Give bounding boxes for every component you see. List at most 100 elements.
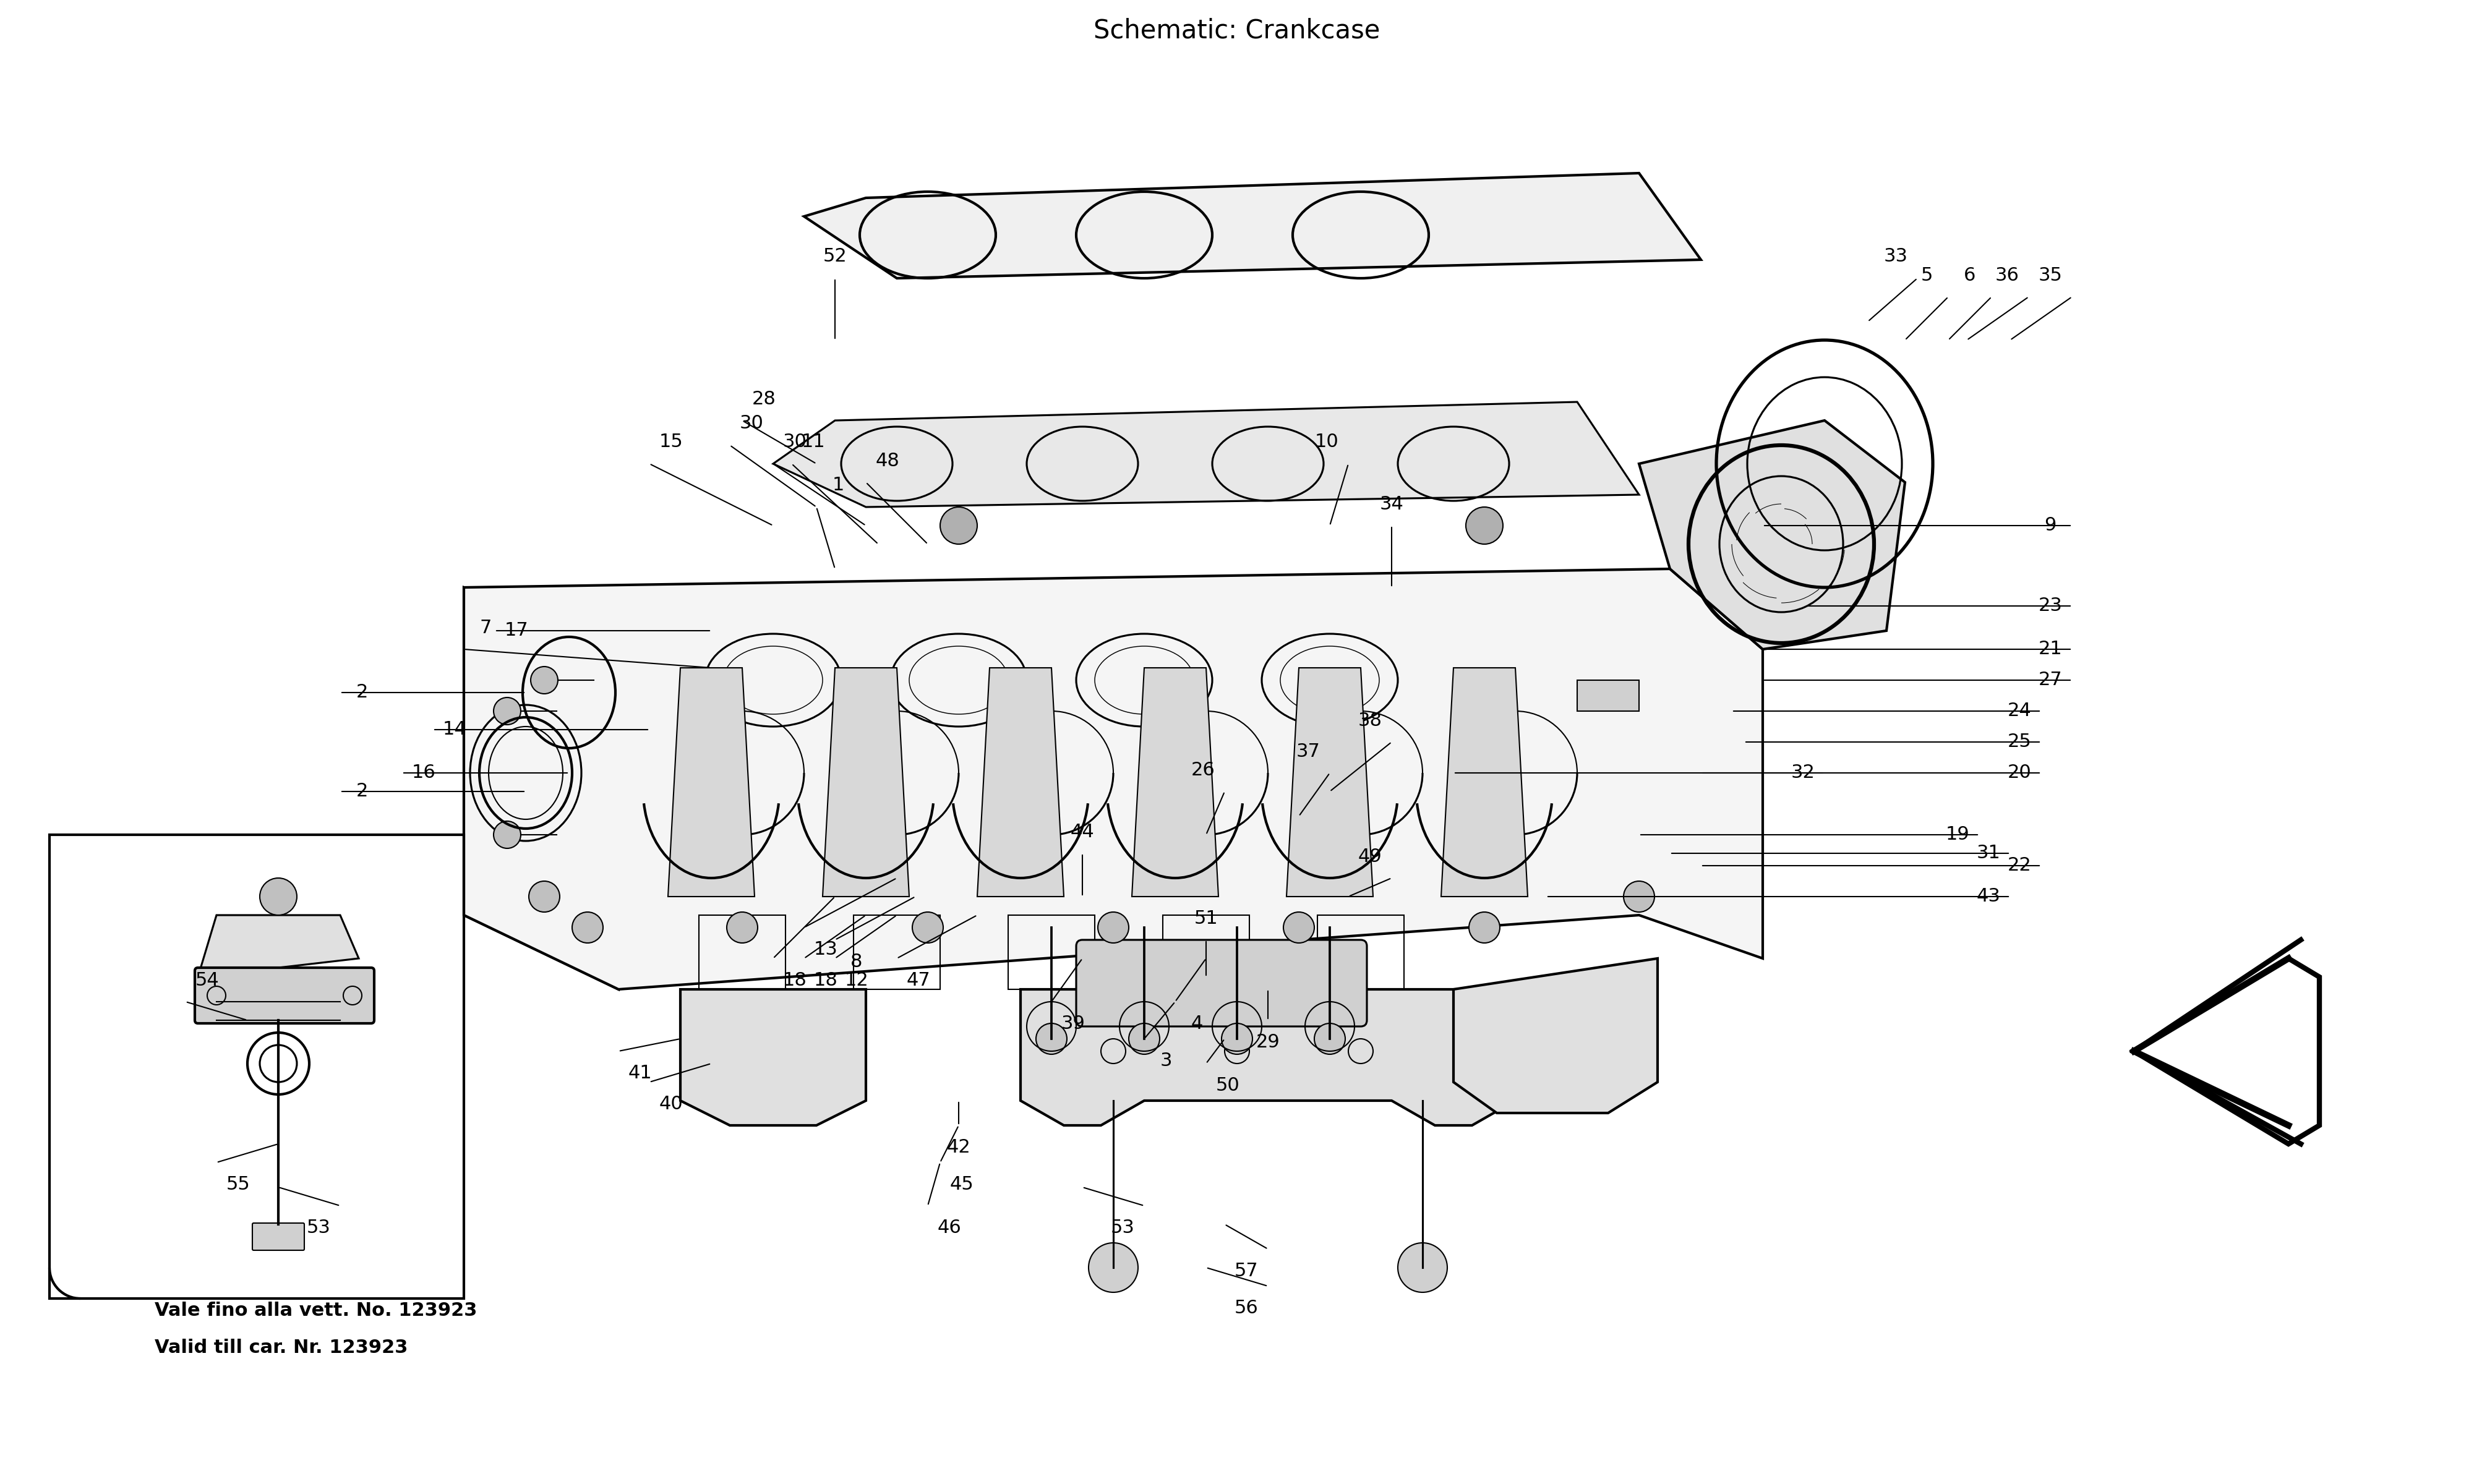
Text: 45: 45 — [950, 1175, 975, 1193]
Circle shape — [492, 697, 520, 724]
Text: 20: 20 — [2006, 764, 2031, 782]
Text: 22: 22 — [2006, 856, 2031, 874]
Text: 9: 9 — [2044, 516, 2056, 534]
Text: 56: 56 — [1235, 1298, 1259, 1316]
Text: 30: 30 — [782, 433, 807, 451]
Text: 32: 32 — [1791, 764, 1816, 782]
Text: 49: 49 — [1358, 847, 1383, 865]
Circle shape — [1398, 1244, 1447, 1293]
Text: 8: 8 — [851, 953, 863, 971]
Text: 5: 5 — [1920, 266, 1932, 283]
Text: 38: 38 — [1358, 711, 1383, 729]
Circle shape — [1128, 1024, 1160, 1054]
Polygon shape — [1455, 959, 1658, 1113]
Circle shape — [940, 508, 977, 545]
Text: 13: 13 — [814, 941, 839, 959]
Text: 41: 41 — [628, 1064, 653, 1082]
FancyBboxPatch shape — [252, 1223, 304, 1250]
Polygon shape — [465, 588, 618, 990]
Circle shape — [1465, 508, 1504, 545]
Circle shape — [529, 666, 559, 693]
Text: 14: 14 — [443, 721, 468, 739]
Text: 29: 29 — [1257, 1033, 1279, 1051]
Polygon shape — [465, 568, 1761, 650]
Text: 12: 12 — [844, 971, 868, 988]
Text: 18: 18 — [814, 971, 839, 988]
Text: 33: 33 — [1883, 248, 1907, 266]
Text: 50: 50 — [1215, 1076, 1239, 1094]
Circle shape — [1222, 1024, 1252, 1054]
Text: 2: 2 — [356, 684, 369, 702]
Text: 35: 35 — [2039, 266, 2063, 283]
Circle shape — [913, 913, 943, 942]
Text: 17: 17 — [505, 622, 529, 640]
Text: 42: 42 — [948, 1138, 970, 1156]
Text: 43: 43 — [1977, 887, 2001, 905]
Circle shape — [1037, 1024, 1066, 1054]
FancyBboxPatch shape — [1076, 939, 1366, 1027]
Text: Valid till car. Nr. 123923: Valid till car. Nr. 123923 — [153, 1339, 408, 1356]
Text: 52: 52 — [824, 248, 846, 266]
Text: 24: 24 — [2006, 702, 2031, 720]
Polygon shape — [772, 402, 1638, 508]
Text: 26: 26 — [1190, 761, 1215, 779]
FancyBboxPatch shape — [195, 968, 374, 1024]
Polygon shape — [1440, 668, 1529, 896]
Polygon shape — [804, 174, 1702, 279]
Text: 47: 47 — [905, 971, 930, 988]
Text: 36: 36 — [1994, 266, 2019, 283]
Text: Vale fino alla vett. No. 123923: Vale fino alla vett. No. 123923 — [153, 1301, 477, 1319]
Text: 21: 21 — [2039, 640, 2063, 659]
Circle shape — [260, 879, 297, 916]
Polygon shape — [680, 990, 866, 1125]
Circle shape — [571, 913, 604, 942]
Text: 25: 25 — [2006, 733, 2031, 751]
Text: 57: 57 — [1235, 1261, 1259, 1279]
Text: 11: 11 — [802, 433, 826, 451]
Text: 10: 10 — [1314, 433, 1338, 451]
Polygon shape — [668, 668, 755, 896]
Text: 39: 39 — [1061, 1015, 1086, 1033]
Text: 46: 46 — [938, 1218, 962, 1236]
Text: 23: 23 — [2039, 597, 2063, 614]
Text: 4: 4 — [1190, 1015, 1202, 1033]
Text: 2: 2 — [356, 782, 369, 800]
Text: 40: 40 — [658, 1095, 683, 1113]
Text: 16: 16 — [411, 764, 435, 782]
Text: 37: 37 — [1296, 742, 1321, 760]
Text: 31: 31 — [1977, 844, 2001, 862]
Circle shape — [727, 913, 757, 942]
Text: 3: 3 — [1160, 1052, 1173, 1070]
Bar — [49, 834, 465, 1298]
Text: 28: 28 — [752, 390, 777, 408]
Polygon shape — [1022, 990, 1514, 1125]
Text: 30: 30 — [740, 414, 764, 432]
Text: 55: 55 — [225, 1175, 250, 1193]
Circle shape — [1623, 881, 1655, 913]
Text: Schematic: Crankcase: Schematic: Crankcase — [1094, 18, 1380, 45]
Circle shape — [1098, 913, 1128, 942]
Text: 1: 1 — [831, 476, 844, 494]
Text: 53: 53 — [307, 1218, 332, 1236]
Circle shape — [529, 881, 559, 913]
Text: 19: 19 — [1945, 825, 1969, 844]
Text: 48: 48 — [876, 451, 901, 469]
Polygon shape — [821, 668, 910, 896]
Polygon shape — [198, 916, 359, 976]
Text: 6: 6 — [1964, 266, 1977, 283]
Text: 53: 53 — [1111, 1218, 1136, 1236]
Circle shape — [492, 821, 520, 849]
Polygon shape — [977, 668, 1064, 896]
Polygon shape — [1638, 420, 1905, 650]
Circle shape — [1470, 913, 1499, 942]
Text: 15: 15 — [658, 433, 683, 451]
Text: 51: 51 — [1195, 910, 1217, 927]
Circle shape — [1314, 1024, 1346, 1054]
Polygon shape — [1578, 680, 1638, 711]
Text: 54: 54 — [195, 971, 220, 988]
Circle shape — [1284, 913, 1314, 942]
Text: 7: 7 — [480, 619, 492, 637]
Text: 27: 27 — [2039, 671, 2063, 689]
Circle shape — [1089, 1244, 1138, 1293]
Text: 34: 34 — [1380, 496, 1403, 513]
